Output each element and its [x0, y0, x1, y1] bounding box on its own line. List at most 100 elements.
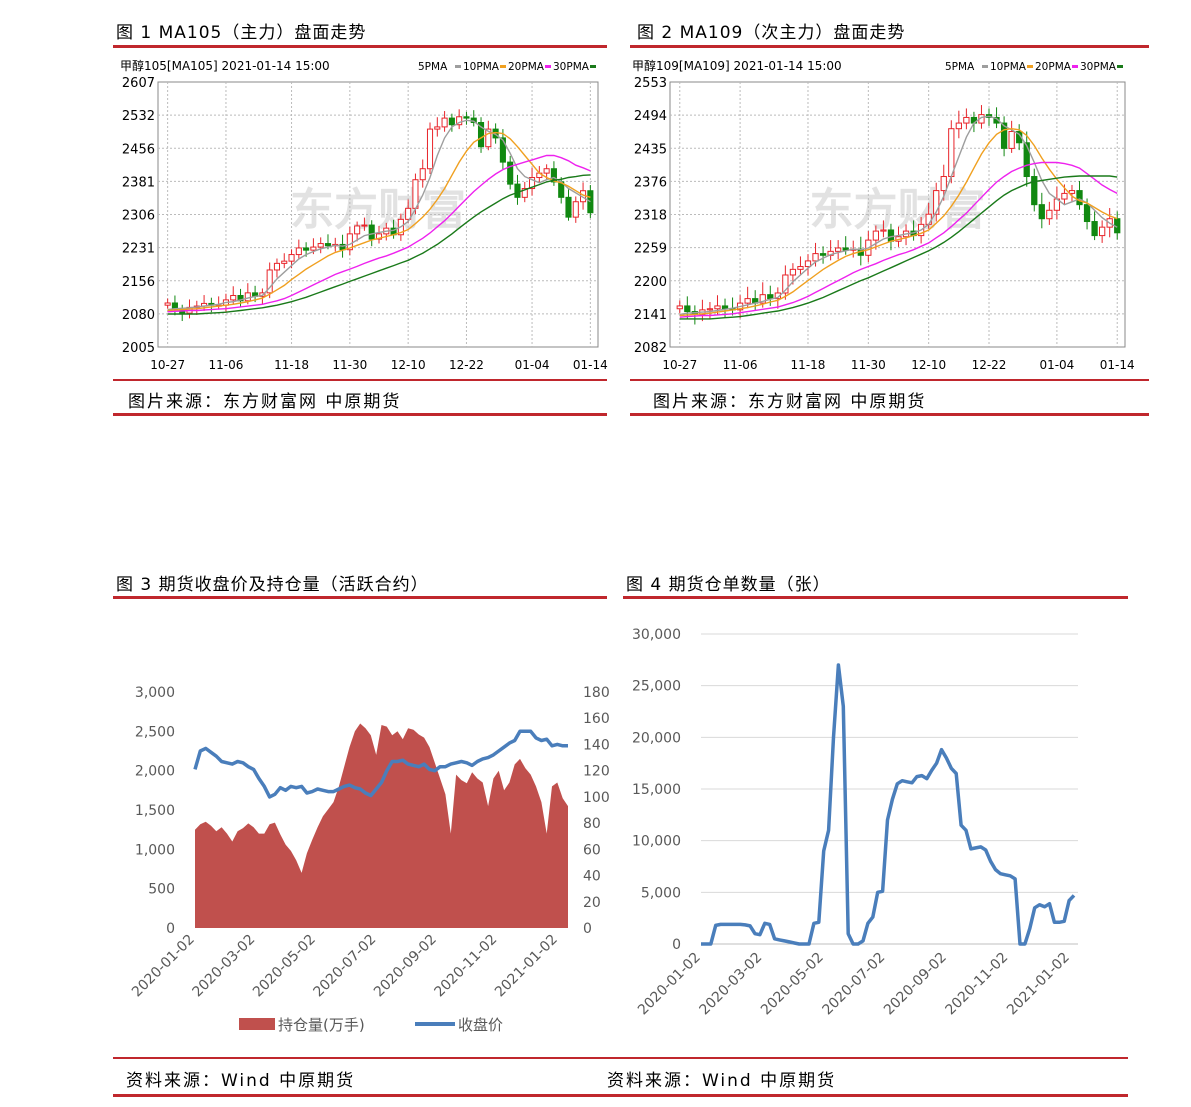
y-tick-label: 2435 — [634, 142, 667, 157]
y-tick-label: 2259 — [634, 242, 667, 257]
candle-body — [529, 177, 536, 190]
candlestick-chart-ma105: 甲醇105[MA105] 2021-01-14 15:00 5PMA 10PMA 20… — [120, 58, 608, 372]
candle-body — [237, 294, 244, 302]
candle-body — [940, 176, 947, 192]
figure-3-title: 图 3 期货收盘价及持仓量（活跃合约） — [116, 575, 429, 595]
figure-2-top-rule — [630, 45, 1149, 48]
moving-average-ma10 — [167, 131, 591, 312]
x-tick-label: 12-22 — [449, 358, 484, 372]
candle-body — [1091, 221, 1098, 237]
figure-1-mid-rule — [113, 379, 607, 381]
moving-average-ma30 — [167, 174, 591, 315]
moving-average-ma5 — [167, 119, 591, 311]
x-tick-label: 2021-01-02 — [1004, 950, 1073, 1019]
candle-body — [804, 260, 812, 268]
candle-body — [684, 305, 691, 313]
candle-body — [441, 117, 448, 128]
candle-body — [485, 128, 492, 148]
y-tick-label: 2456 — [122, 142, 155, 157]
legend-swatch — [1027, 65, 1033, 68]
figure-4-source: 资料来源：Wind 中原期货 — [607, 1071, 837, 1091]
x-tick-label: 01-04 — [515, 358, 550, 372]
y-tick-label: 2494 — [634, 109, 667, 124]
x-tick-label: 11-06 — [209, 358, 244, 372]
candle-body — [477, 121, 485, 148]
y-left-tick-label: 2,500 — [135, 724, 175, 740]
bottom-rule — [113, 1094, 1128, 1097]
candle-body — [872, 230, 880, 241]
y-tick-label: 10,000 — [632, 834, 681, 850]
figure-1-chart: 甲醇105[MA105] 2021-01-14 15:00 5PMA 10PMA 20… — [118, 50, 608, 375]
y-tick-label: 2080 — [122, 308, 155, 323]
y-tick-label: 2005 — [122, 341, 155, 356]
x-tick-label: 11-18 — [274, 358, 309, 372]
legend-area-swatch — [239, 1018, 275, 1030]
candle-body — [346, 233, 353, 251]
x-tick-label: 01-04 — [1039, 358, 1074, 372]
y-tick-label: 2200 — [634, 275, 667, 290]
legend-label: 10PMA — [990, 61, 1027, 73]
candle-body — [759, 294, 766, 304]
watermark: 东方财富 — [810, 185, 986, 236]
figure-2-source: 图片来源：东方财富网 中原期货 — [653, 392, 927, 412]
candle-body — [244, 292, 251, 302]
x-tick-label: 11-30 — [851, 358, 886, 372]
moving-average-ma20 — [167, 154, 591, 313]
candle-body — [721, 305, 729, 310]
candle-body — [963, 116, 970, 124]
figure-4-title: 图 4 期货仓单数量（张） — [626, 575, 831, 595]
receipt-line — [701, 663, 1076, 946]
x-tick-label: 2020-03-02 — [189, 932, 258, 1001]
watermark: 东方财富 — [290, 185, 466, 236]
legend-label: 30PMA — [1080, 61, 1117, 73]
figure-3-top-rule — [113, 596, 607, 599]
legend-label: 30PMA — [553, 61, 590, 73]
candle-body — [933, 190, 940, 215]
legend-label: 5PMA — [945, 61, 975, 73]
candle-body — [368, 224, 375, 240]
candle-body — [288, 254, 295, 262]
x-tick-label: 2020-03-02 — [696, 950, 765, 1019]
figure-2-title: 图 2 MA109（次主力）盘面走势 — [637, 23, 906, 43]
x-tick-label: 10-27 — [150, 358, 185, 372]
figure-1-title: 图 1 MA105（主力）盘面走势 — [116, 23, 367, 43]
candle-body — [266, 269, 273, 294]
y-right-tick-label: 40 — [583, 869, 601, 885]
candle-body — [507, 161, 514, 185]
legend-swatch — [1117, 65, 1123, 68]
x-tick-label: 2020-05-02 — [758, 950, 827, 1019]
y-tick-label: 2607 — [122, 76, 155, 91]
candle-body — [164, 302, 171, 306]
candle-body — [456, 116, 463, 126]
y-tick-label: 2082 — [634, 341, 667, 356]
y-tick-label: 5,000 — [641, 885, 681, 901]
y-right-tick-label: 140 — [583, 737, 610, 753]
moving-average-ma30 — [679, 175, 1118, 320]
candle-body — [1061, 192, 1068, 200]
candle-body — [405, 207, 412, 220]
candle-body — [361, 224, 368, 227]
x-tick-label: 12-10 — [911, 358, 946, 372]
candle-body — [1046, 209, 1053, 220]
candle-body — [1076, 190, 1083, 206]
x-tick-label: 2020-11-02 — [942, 950, 1011, 1019]
candle-body — [744, 298, 751, 304]
figure-3-chart: 3,000 2,500 2,000 1,500 1,000 500 0 180 160 140 12… — [113, 600, 623, 1050]
candle-body — [434, 126, 441, 130]
y-tick-label: 2156 — [122, 275, 155, 290]
figure-4-chart: 30,000 25,000 20,000 15,000 10,000 5,000 0 2020… — [623, 600, 1103, 1050]
candle-body — [295, 247, 302, 256]
y-right-tick-label: 160 — [583, 711, 610, 727]
legend-label: 20PMA — [1035, 61, 1072, 73]
candle-body — [230, 294, 237, 301]
moving-average-ma20 — [679, 161, 1118, 318]
figure-2-chart: 甲醇109[MA109] 2021-01-14 15:00 5PMA 10PMA 20… — [630, 50, 1135, 375]
legend-swatch — [590, 65, 596, 68]
y-left-tick-label: 0 — [166, 921, 175, 937]
candle-body — [706, 308, 714, 311]
candle-body — [1068, 190, 1076, 194]
candle-body — [412, 179, 419, 209]
legend-label: 10PMA — [463, 61, 500, 73]
y-tick-label: 2318 — [634, 209, 667, 224]
warehouse-receipt-chart: 30,00025,00020,00015,00010,0005,00002020… — [632, 627, 1078, 1019]
